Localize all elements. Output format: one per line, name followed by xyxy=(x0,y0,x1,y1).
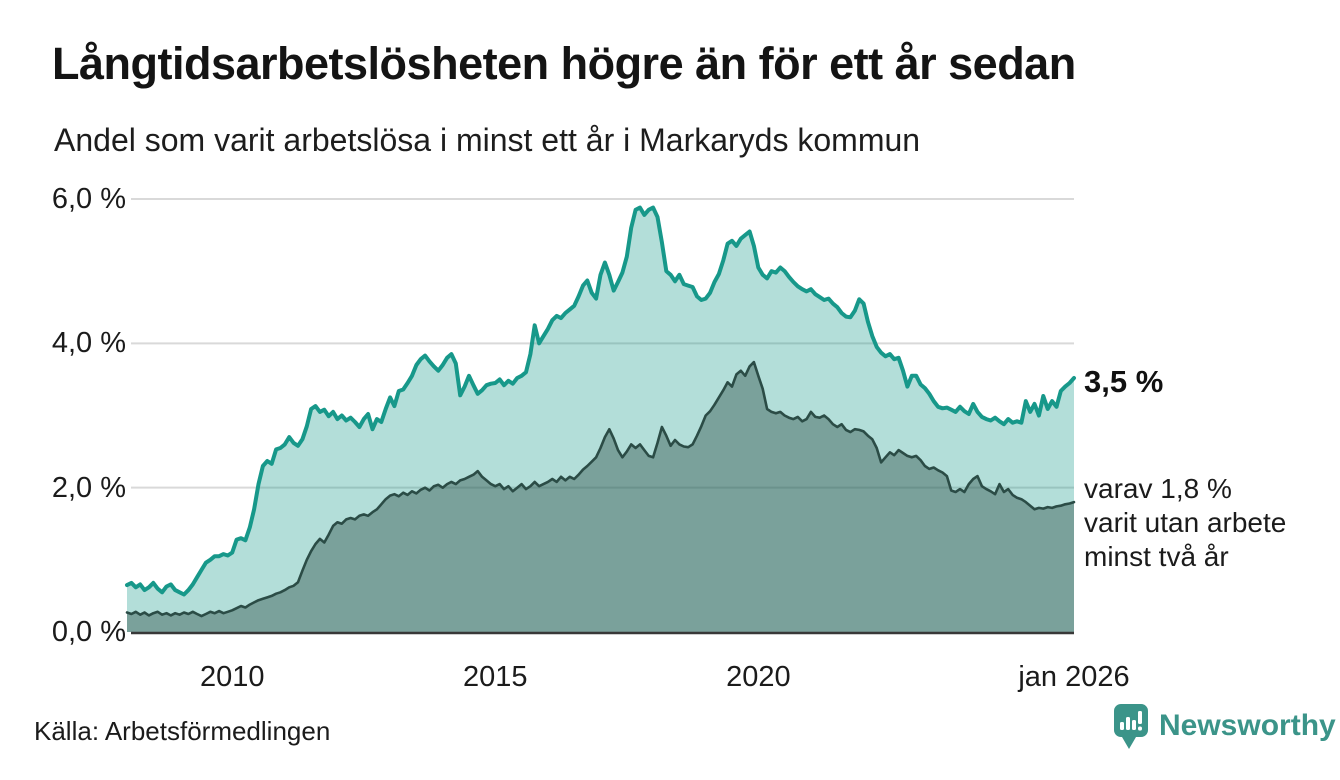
newsworthy-wordmark: Newsworthy xyxy=(1159,709,1336,742)
x-axis-label-2010: 2010 xyxy=(199,661,265,693)
x-axis-label-2015: 2015 xyxy=(463,661,528,693)
x-axis-label-jan-2026: jan 2026 xyxy=(1018,661,1130,693)
chart-subtitle: Andel som varit arbetslösa i minst ett å… xyxy=(54,122,921,158)
newsworthy-bubble-chart-icon xyxy=(1114,704,1148,749)
two-year-annotation-line3: minst två år xyxy=(1084,541,1229,572)
two-year-annotation-line2: varit utan arbete xyxy=(1084,507,1287,538)
series-line-two-year xyxy=(125,360,1076,618)
series-area-one-year xyxy=(127,207,1074,632)
latest-value-label: 3,5 % xyxy=(1084,364,1164,399)
x-axis-label-2020: 2020 xyxy=(726,661,791,693)
series-line-one-year xyxy=(125,205,1076,597)
y-axis-label-4: 4,0 % xyxy=(51,327,126,360)
y-axis-label-6: 6,0 % xyxy=(51,182,126,215)
page-title: Långtidsarbetslösheten högre än för ett … xyxy=(52,38,1076,89)
source-label: Källa: Arbetsförmedlingen xyxy=(34,716,331,746)
two-year-annotation: varav 1,8 % varit utan arbete minst två … xyxy=(1084,472,1286,574)
y-axis-label-0: 0,0 % xyxy=(51,616,126,648)
series-area-two-year xyxy=(127,362,1074,632)
y-axis-label-2: 2,0 % xyxy=(51,471,126,504)
two-year-annotation-line1: varav 1,8 % xyxy=(1084,473,1232,504)
newsworthy-logo: Newsworthy xyxy=(1113,703,1336,751)
